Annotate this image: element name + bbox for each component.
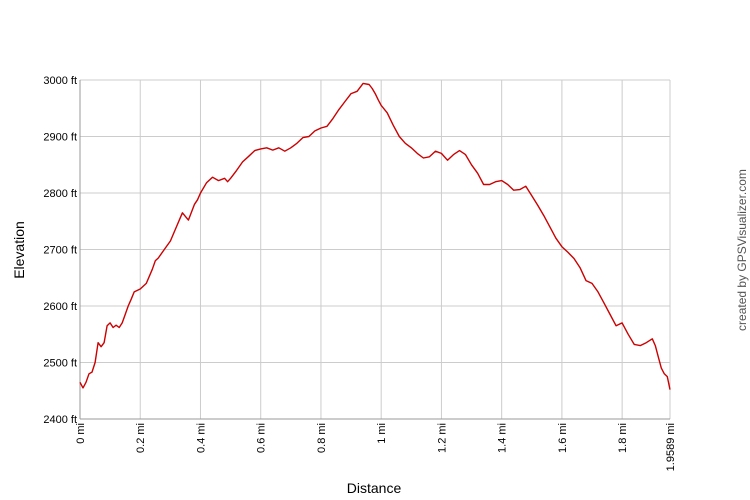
y-tick-label: 2500 ft [43,358,77,370]
y-tick-label: 2900 ft [43,132,77,144]
credit-text: created by GPSVisualizer.com [735,169,749,331]
x-tick-label: 1.8 mi [617,423,629,453]
x-tick-label: 1.2 mi [436,423,448,453]
x-axis-title: Distance [347,480,402,496]
y-axis-title: Elevation [11,221,27,279]
elevation-line [79,82,671,390]
y-tick-label: 2800 ft [43,188,77,200]
y-tick-label: 3000 ft [43,75,77,87]
x-tick-label: 0.2 mi [135,423,147,453]
x-tick-label: 1.9589 mi [665,423,677,471]
y-tick-label: 2600 ft [43,301,77,313]
y-tick-label: 2700 ft [43,245,77,257]
x-tick-label: 0.4 mi [195,423,207,453]
x-tick-label: 1.6 mi [557,423,569,453]
x-tick-label: 0 mi [75,423,87,444]
x-tick-label: 0.8 mi [316,423,328,453]
y-tick-labels: 2400 ft 2500 ft 2600 ft 2700 ft 2800 ft 2900 … [43,75,77,426]
x-tick-label: 0.6 mi [256,423,268,453]
x-tick-labels: 0 mi 0.2 mi 0.4 mi 0.6 mi 0.8 mi 1 mi 1.2 mi 1.… [75,423,677,471]
axis-lines [79,80,670,420]
x-tick-label: 1 mi [376,423,388,444]
y-tick-label: 2400 ft [43,414,77,426]
x-tick-label: 1.4 mi [497,423,509,453]
